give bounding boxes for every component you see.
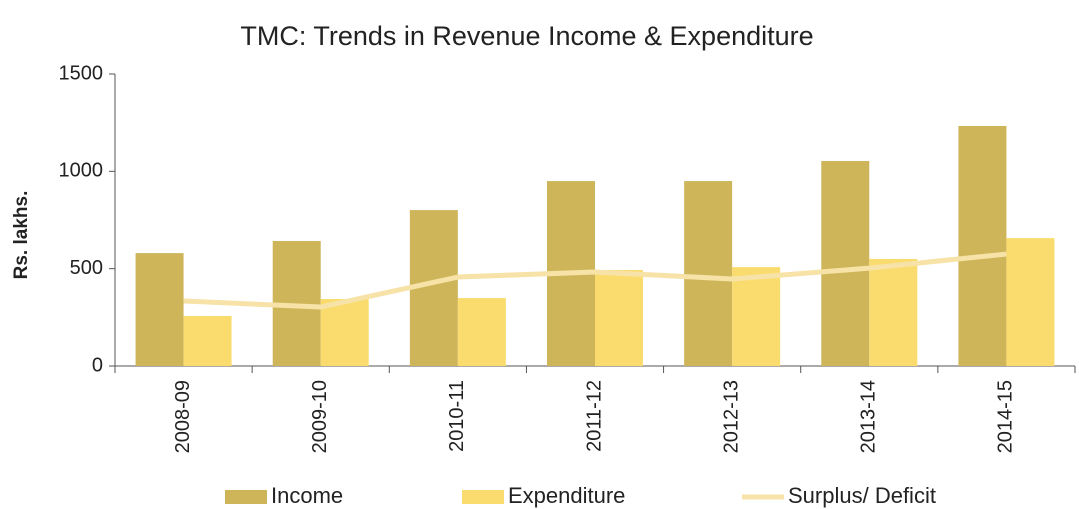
x-tick-label: 2009-10 <box>309 380 331 453</box>
x-tick-label: 2010-11 <box>446 380 468 452</box>
chart-title: TMC: Trends in Revenue Income & Expendit… <box>240 21 813 51</box>
x-tick-label: 2013-14 <box>858 380 880 453</box>
legend-swatch <box>225 490 267 504</box>
y-tick-label: 500 <box>70 257 103 279</box>
y-tick-label: 1500 <box>59 62 104 84</box>
x-tick-label: 2008-09 <box>172 380 194 453</box>
bar <box>732 267 781 366</box>
y-tick-label: 1000 <box>59 160 104 182</box>
legend-label: Surplus/ Deficit <box>788 483 936 508</box>
bar <box>183 315 232 366</box>
legend-label: Expenditure <box>508 483 625 508</box>
bar <box>1006 238 1055 366</box>
y-tick-label: 0 <box>92 354 103 376</box>
legend-swatch <box>462 490 504 504</box>
bar <box>457 298 506 366</box>
bar <box>135 253 184 366</box>
y-axis-label: Rs. lakhs. <box>11 191 32 280</box>
legend-label: Income <box>271 483 343 508</box>
bar <box>821 161 870 366</box>
x-tick-label: 2011-12 <box>583 380 605 452</box>
line <box>183 251 1007 310</box>
x-tick-label: 2012-13 <box>720 380 742 453</box>
bar <box>958 125 1007 366</box>
bar <box>869 258 918 366</box>
bar <box>595 270 643 366</box>
bar <box>320 299 369 366</box>
x-tick-label: 2014-15 <box>995 380 1017 453</box>
bar <box>684 181 733 366</box>
